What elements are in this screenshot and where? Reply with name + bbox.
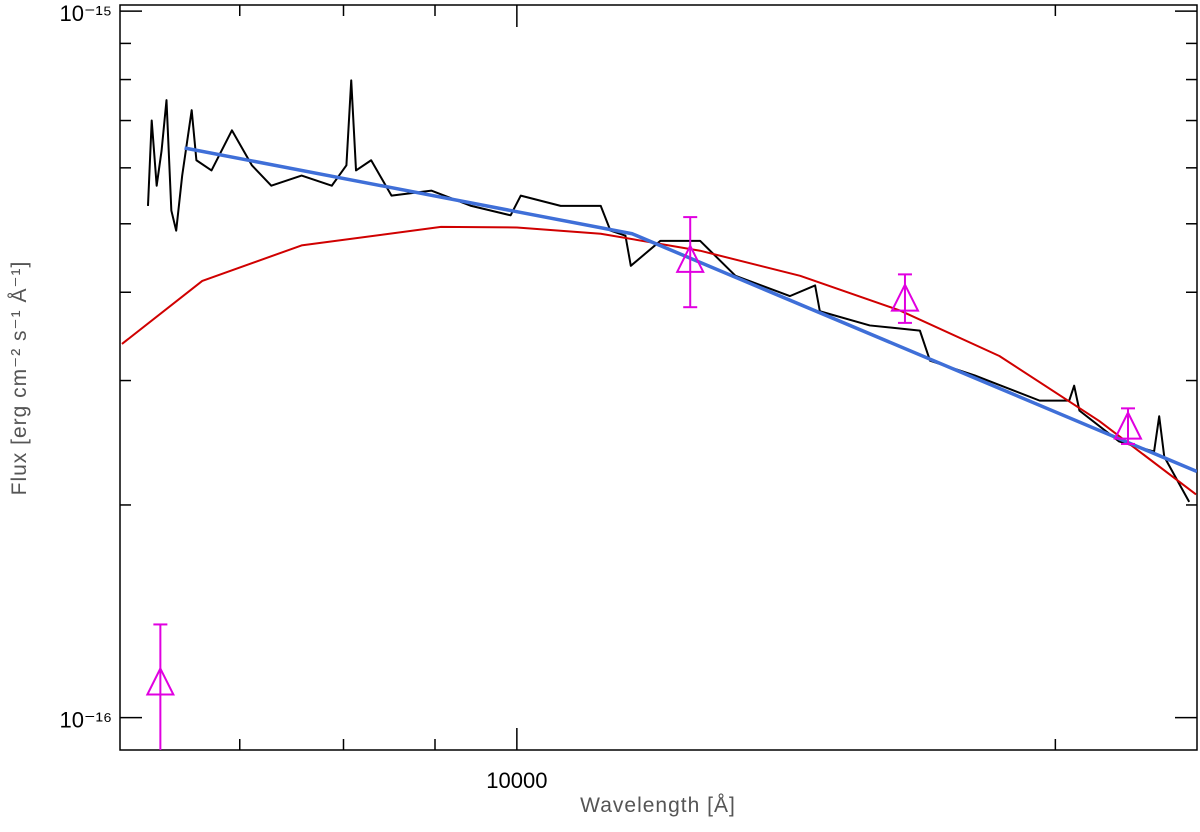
y-tick-label: 10⁻¹⁵: [59, 1, 112, 26]
x-tick-label: 10000: [486, 768, 547, 793]
error-bar: [153, 623, 168, 750]
triangle-marker: [1113, 410, 1143, 440]
triangle-marker: [145, 666, 175, 696]
triangle-marker: [890, 282, 920, 312]
y-axis-title: Flux [erg cm⁻² s⁻¹ Å⁻¹]: [8, 261, 31, 496]
series-line: [146, 79, 1191, 503]
x-axis-title: Wavelength [Å]: [580, 794, 736, 817]
error-bar: [683, 216, 698, 309]
triangle-marker: [675, 243, 705, 273]
y-tick-label: 10⁻¹⁶: [60, 708, 112, 733]
series-line: [184, 146, 1197, 474]
plot-area: [121, 79, 1197, 750]
plot-frame: [119, 4, 1198, 751]
series-line: [121, 225, 1197, 496]
